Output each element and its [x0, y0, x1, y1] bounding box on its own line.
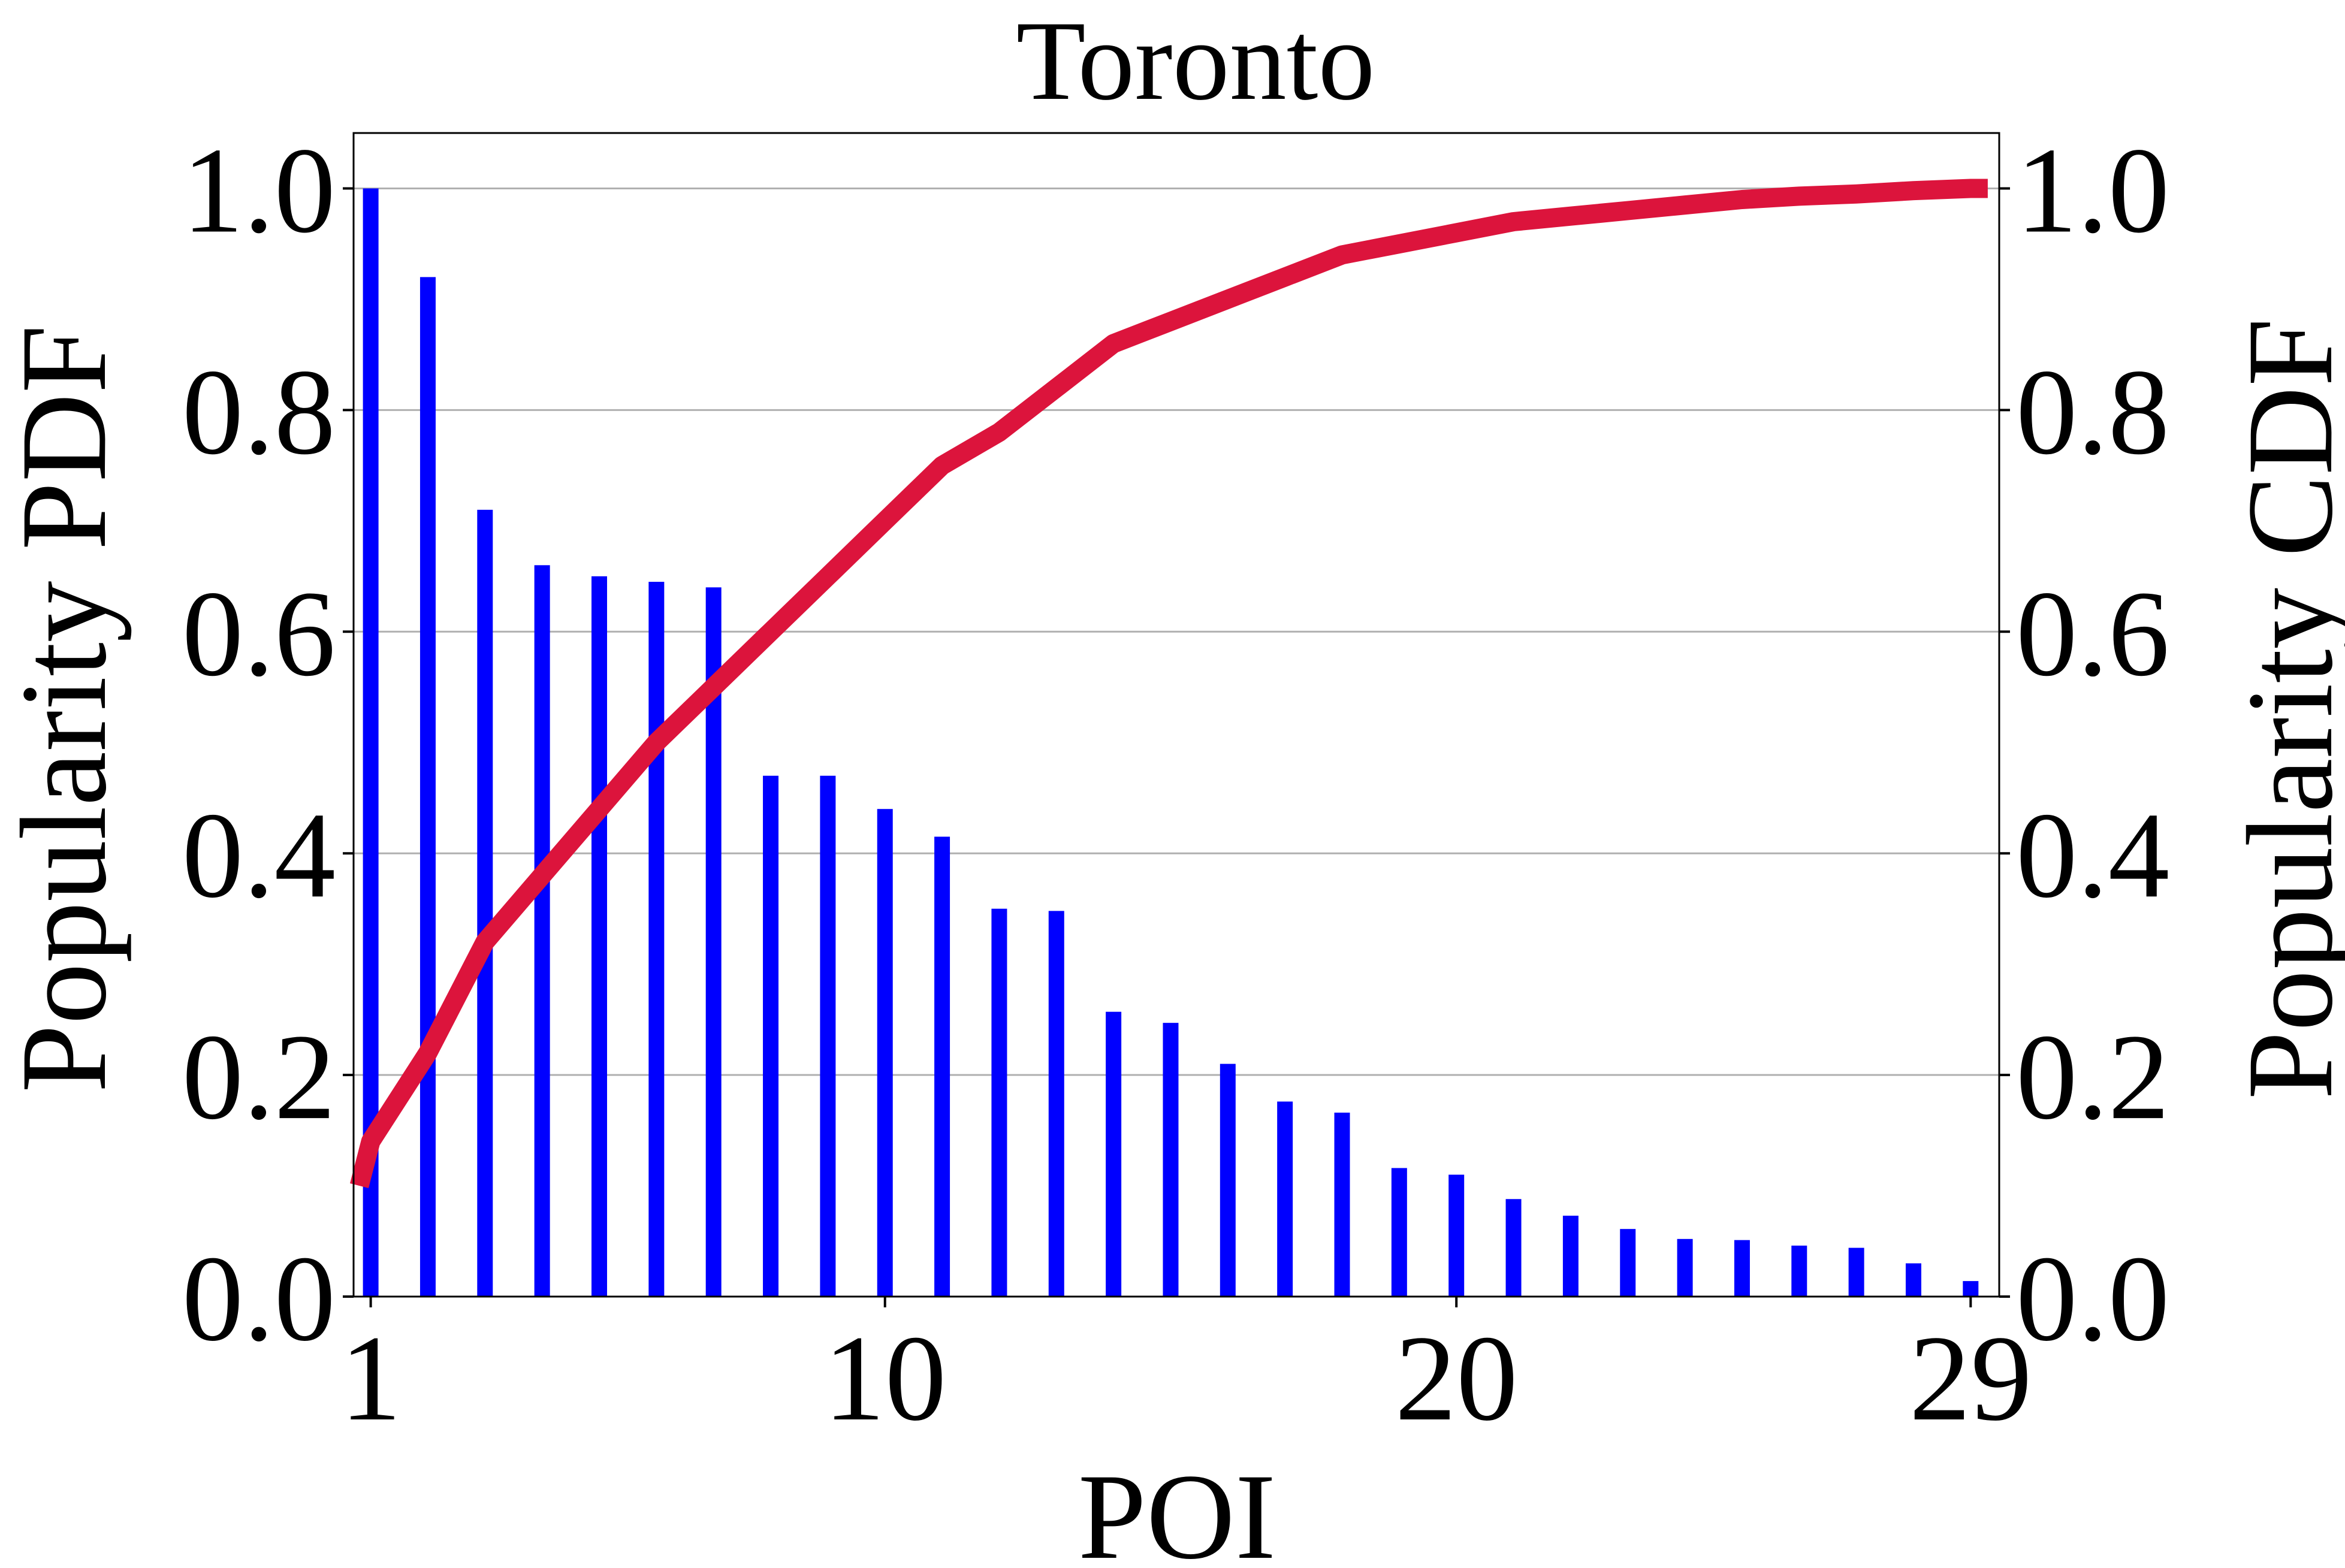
pdf-bar-5 [591, 576, 607, 1297]
pdf-bar-12 [991, 909, 1007, 1297]
pdf-bar-16 [1220, 1064, 1236, 1297]
pdf-bar-19 [1392, 1168, 1407, 1297]
chart-title: Toronto [1016, 0, 1375, 124]
pdf-bar-26 [1791, 1246, 1807, 1297]
right-y-tick-label-2: 0.4 [2016, 787, 2169, 923]
left-y-tick-label-3: 0.6 [182, 566, 336, 702]
pdf-bar-25 [1734, 1240, 1750, 1297]
pdf-bar-17 [1277, 1101, 1293, 1297]
pdf-bar-23 [1620, 1229, 1635, 1297]
left-y-axis-label: Popularity PDF [0, 325, 132, 1092]
pdf-bar-18 [1335, 1113, 1350, 1297]
right-y-axis-label: Popularity CDF [2222, 318, 2345, 1099]
x-tick-label-2: 20 [1395, 1310, 1518, 1446]
right-y-tick-label-1: 0.2 [2016, 1009, 2169, 1145]
left-y-tick-label-5: 1.0 [182, 122, 336, 258]
left-y-tick-label-4: 0.8 [182, 344, 336, 480]
pdf-bar-24 [1677, 1239, 1693, 1297]
pdf-bar-3 [477, 510, 493, 1297]
left-y-tick-label-2: 0.4 [182, 787, 336, 923]
pdf-bar-8 [763, 776, 778, 1297]
pdf-bar-series [363, 188, 1979, 1297]
pdf-bar-11 [934, 836, 950, 1297]
pdf-bar-6 [648, 582, 664, 1297]
x-tick-label-3: 29 [1909, 1310, 2032, 1446]
left-y-tick-label-1: 0.2 [182, 1009, 336, 1145]
pdf-bar-22 [1563, 1216, 1579, 1297]
pdf-bar-29 [1963, 1281, 1978, 1297]
left-y-tick-label-0: 0.0 [182, 1231, 336, 1367]
pdf-bar-9 [820, 776, 835, 1297]
pdf-bar-14 [1106, 1012, 1121, 1297]
pdf-bar-2 [420, 277, 436, 1297]
pdf-bar-4 [535, 565, 550, 1297]
pdf-bar-15 [1163, 1023, 1178, 1297]
pdf-bar-21 [1506, 1199, 1522, 1297]
right-y-tick-label-4: 0.8 [2016, 344, 2169, 480]
right-y-tick-label-0: 0.0 [2016, 1231, 2169, 1367]
right-y-tick-label-3: 0.6 [2016, 566, 2169, 702]
pdf-bar-27 [1849, 1248, 1864, 1297]
pdf-bar-28 [1906, 1264, 1921, 1297]
x-tick-label-0: 1 [340, 1310, 402, 1446]
pdf-bar-13 [1049, 911, 1064, 1297]
x-axis-label: POI [1078, 1449, 1276, 1568]
right-y-tick-label-5: 1.0 [2016, 122, 2169, 258]
x-tick-label-1: 10 [823, 1310, 946, 1446]
pdf-bar-20 [1448, 1175, 1464, 1297]
pdf-bar-10 [877, 809, 893, 1297]
